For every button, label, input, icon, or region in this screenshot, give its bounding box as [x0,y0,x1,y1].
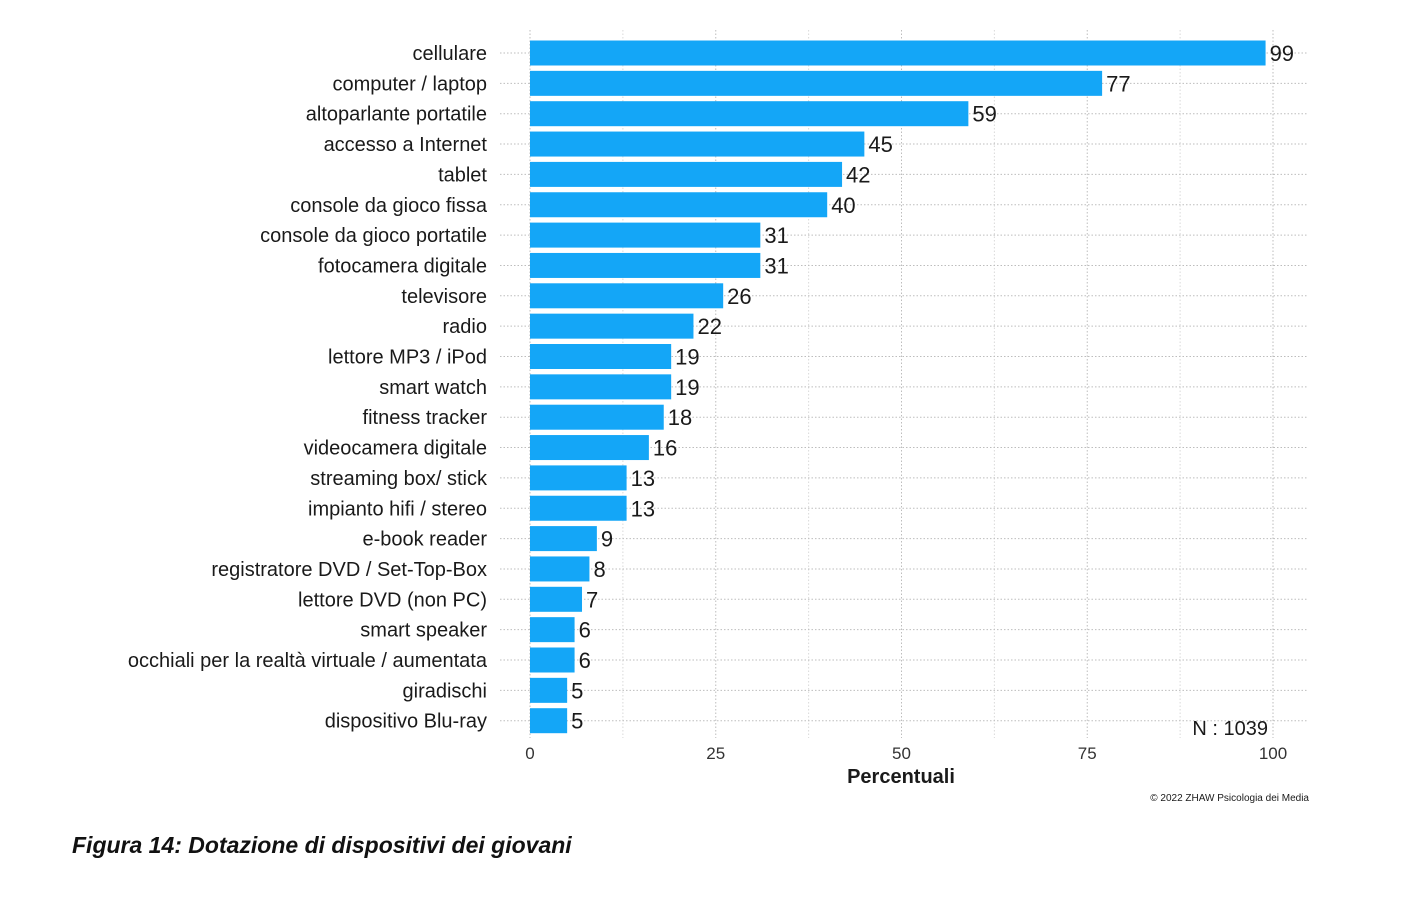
category-label: dispositivo Blu-ray [325,711,487,733]
x-axis-ticks: 0 25 50 75 100 [525,744,1287,763]
category-labels: cellulare computer / laptop altoparlante p… [128,43,488,733]
category-label: accesso a Internet [324,134,488,156]
category-label: fotocamera digitale [318,255,487,277]
value-label: 40 [831,193,855,218]
sample-size-label: N : 1039 [1192,718,1268,740]
bar [530,222,761,248]
bar [530,252,761,278]
x-tick-label: 75 [1078,744,1097,763]
bar [530,677,568,703]
bar [530,404,664,430]
bar [530,313,694,339]
bar [530,617,575,643]
category-label: cellulare [413,43,487,65]
bar [530,192,828,218]
category-label: console da gioco fissa [290,195,488,217]
category-label: e-book reader [362,529,487,551]
value-label: 31 [764,253,788,278]
copyright-credit: © 2022 ZHAW Psicologia dei Media [1150,793,1309,804]
x-tick-label: 25 [706,744,725,763]
bar [530,435,649,461]
value-label: 22 [697,314,721,339]
x-tick-label: 50 [892,744,911,763]
bar [530,161,843,187]
x-tick-label: 0 [525,744,534,763]
value-label: 13 [631,466,655,491]
value-label: 13 [631,496,655,521]
value-label: 9 [601,527,613,552]
category-label: smart speaker [360,620,487,642]
category-label: registratore DVD / Set-Top-Box [211,559,487,581]
category-label: tablet [438,164,487,186]
category-label: console da gioco portatile [260,225,487,247]
value-label: 18 [668,405,692,430]
category-label: lettore MP3 / iPod [328,347,487,369]
value-label: 45 [868,132,892,157]
value-label: 26 [727,284,751,309]
category-label: impianto hifi / stereo [308,498,487,520]
bar [530,131,865,157]
value-label: 19 [675,375,699,400]
value-label: 5 [571,709,583,734]
device-ownership-bar-chart: cellulare computer / laptop altoparlante p… [128,30,1309,804]
bar [530,495,627,521]
category-label: smart watch [379,377,487,399]
value-label: 6 [579,618,591,643]
category-label: streaming box/ stick [310,468,488,490]
value-label: 19 [675,345,699,370]
value-label: 7 [586,587,598,612]
category-label: giradischi [403,680,487,702]
bar [530,283,724,309]
x-axis-title: Percentuali [847,766,955,788]
bar [530,40,1266,66]
bars [530,40,1266,734]
x-tick-label: 100 [1259,744,1287,763]
value-label: 16 [653,436,677,461]
bar [530,526,597,552]
value-label: 42 [846,162,870,187]
category-label: lettore DVD (non PC) [298,589,487,611]
value-label: 31 [764,223,788,248]
bar [530,101,969,127]
bar [530,374,672,400]
category-label: occhiali per la realtà virtuale / aument… [128,650,488,672]
category-label: videocamera digitale [304,438,487,460]
bar [530,556,590,582]
category-label: fitness tracker [363,407,488,429]
category-label: altoparlante portatile [306,104,487,126]
value-label: 8 [593,557,605,582]
bar [530,465,627,491]
category-label: radio [443,316,487,338]
value-label: 77 [1106,71,1130,96]
figure-caption: Figura 14: Dotazione di dispositivi dei … [72,832,572,858]
bar [530,708,568,734]
bar [530,344,672,369]
bar [530,647,575,673]
value-label: 59 [972,102,996,127]
bar [530,70,1103,96]
gridlines [500,30,1308,738]
category-label: computer / laptop [332,73,487,95]
value-label: 5 [571,678,583,703]
bar [530,586,583,612]
value-label: 99 [1270,41,1294,66]
category-label: televisore [401,286,487,308]
value-label: 6 [579,648,591,673]
